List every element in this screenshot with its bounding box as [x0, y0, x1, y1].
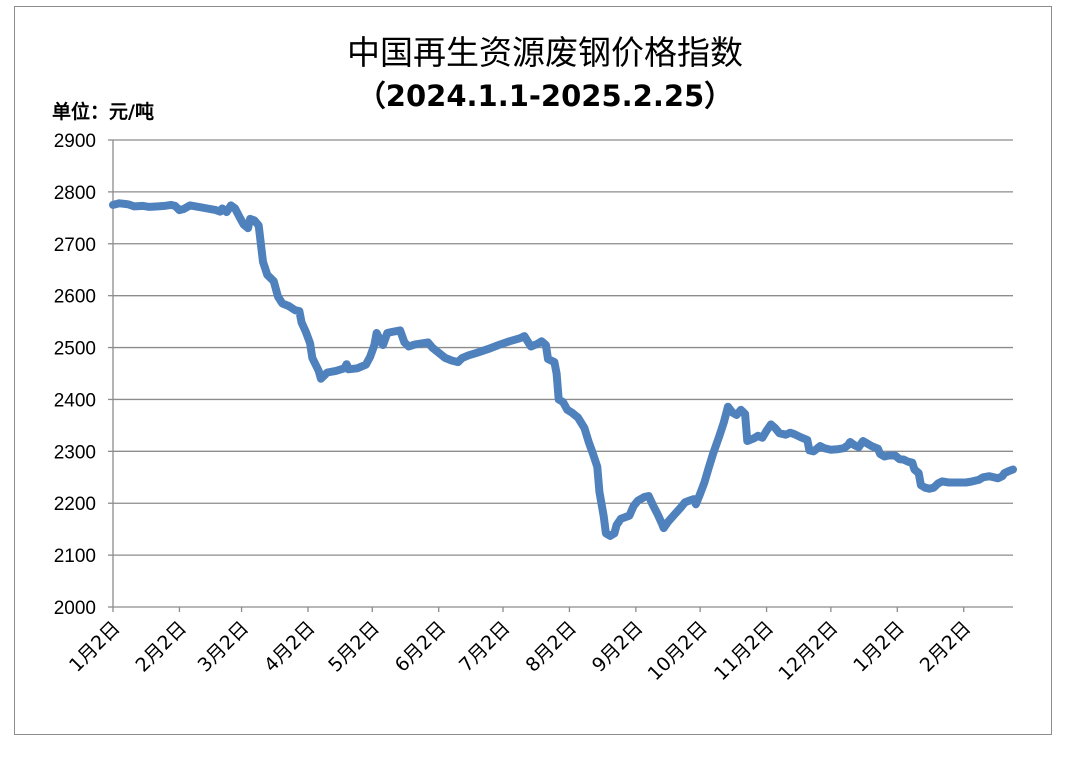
chart-frame	[14, 6, 1052, 735]
x-tick-label: 7月2日	[455, 617, 515, 677]
x-tick-label: 9月2日	[588, 617, 648, 677]
y-tick-label: 2100	[54, 546, 96, 567]
price-index-line	[109, 199, 1017, 540]
x-tick-label: 3月2日	[194, 617, 254, 677]
x-tick-label: 1月2日	[65, 617, 125, 677]
x-tick-label: 2月2日	[131, 617, 191, 677]
y-tick-label: 2700	[54, 235, 96, 256]
y-axis-ticks: 2000 2100 2200 2300 2400 2500 2600 2700 2800 2900	[54, 131, 113, 619]
x-tick-label: 10月2日	[644, 617, 712, 685]
x-tick-label: 12月2日	[774, 617, 842, 685]
x-tick-label: 4月2日	[260, 617, 320, 677]
grid-lines	[112, 139, 1013, 608]
x-tick-label: 11月2日	[710, 617, 778, 685]
y-tick-label: 2300	[54, 442, 96, 463]
chart-title: 中国再生资源废钢价格指数	[347, 33, 743, 72]
chart-subtitle: （2024.1.1-2025.2.25）	[357, 79, 733, 113]
x-axis-ticks: 1月2日 2月2日 3月2日 4月2日 5月2日 6月2日 7月2日 8月2日 9月2日10月2…	[65, 607, 975, 685]
unit-label: 单位：元/吨	[52, 100, 154, 123]
x-tick-label: 5月2日	[324, 617, 384, 677]
y-tick-label: 2400	[54, 390, 96, 411]
y-tick-label: 2200	[54, 494, 96, 515]
y-tick-label: 2000	[54, 598, 96, 619]
y-tick-label: 2900	[54, 131, 96, 152]
y-tick-label: 2500	[54, 339, 96, 360]
y-tick-label: 2800	[54, 183, 96, 204]
x-tick-label: 2月2日	[916, 617, 976, 677]
series-layer	[109, 199, 1017, 540]
x-tick-label: 8月2日	[521, 617, 581, 677]
y-tick-label: 2600	[54, 287, 96, 308]
x-tick-label: 6月2日	[391, 617, 451, 677]
x-tick-label: 1月2日	[849, 617, 909, 677]
